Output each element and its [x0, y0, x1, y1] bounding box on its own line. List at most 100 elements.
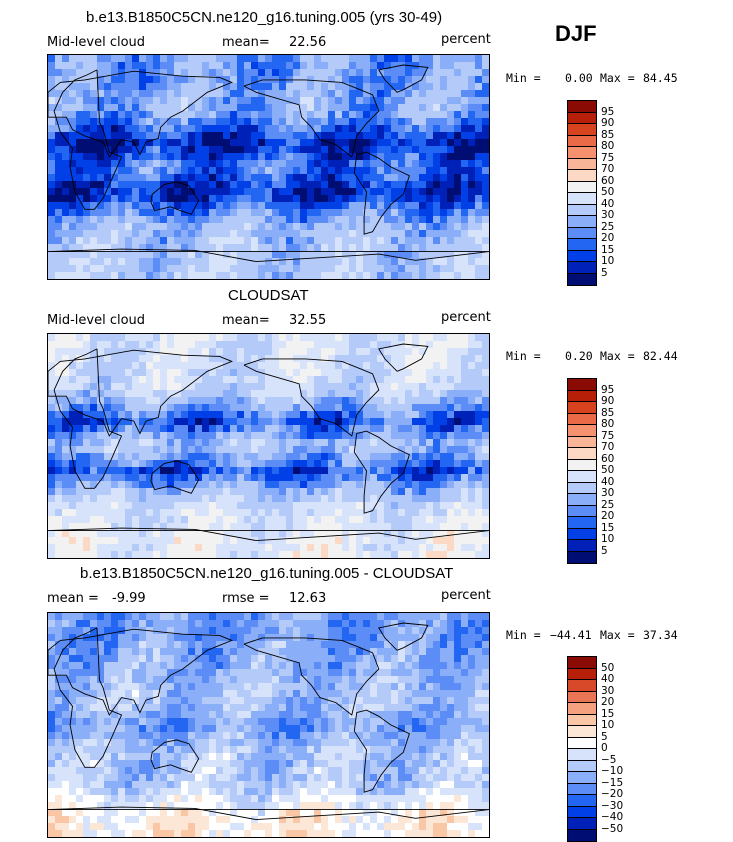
heatmap-cell — [272, 669, 280, 677]
heatmap-cell — [209, 446, 217, 454]
heatmap-cell — [314, 432, 322, 440]
heatmap-cell — [328, 83, 336, 91]
heatmap-cell — [272, 139, 280, 147]
heatmap-cell — [167, 446, 175, 454]
heatmap-cell — [146, 537, 154, 545]
heatmap-cell — [48, 453, 56, 461]
heatmap-cell — [111, 690, 119, 698]
heatmap-cell — [237, 627, 245, 635]
heatmap-cell — [321, 348, 329, 356]
heatmap-cell — [419, 167, 427, 175]
colorbar-swatch — [568, 437, 596, 449]
heatmap-cell — [209, 418, 217, 426]
heatmap-cell — [314, 153, 322, 161]
heatmap-cell — [440, 139, 448, 147]
heatmap-cell — [454, 425, 462, 433]
heatmap-cell — [300, 530, 308, 538]
heatmap-cell — [307, 523, 315, 531]
heatmap-cell — [398, 355, 406, 363]
heatmap-cell — [300, 83, 308, 91]
heatmap-cell — [300, 551, 308, 558]
heatmap-cell — [230, 139, 238, 147]
heatmap-cell — [475, 83, 483, 91]
heatmap-cell — [300, 376, 308, 384]
heatmap-cell — [405, 97, 413, 105]
heatmap-cell — [265, 669, 273, 677]
heatmap-cell — [265, 104, 273, 112]
heatmap-cell — [314, 446, 322, 454]
heatmap-cell — [223, 648, 231, 656]
heatmap-cell — [202, 383, 210, 391]
heatmap-cell — [398, 118, 406, 126]
heatmap-cell — [125, 669, 133, 677]
heatmap-cell — [307, 160, 315, 168]
heatmap-cell — [125, 160, 133, 168]
heatmap-cell — [461, 551, 469, 558]
heatmap-cell — [244, 488, 252, 496]
heatmap-cell — [139, 613, 147, 621]
heatmap-cell — [195, 495, 203, 503]
heatmap-cell — [167, 620, 175, 628]
heatmap-cell — [426, 495, 434, 503]
heatmap-cell — [307, 258, 315, 266]
heatmap-cell — [83, 362, 91, 370]
heatmap-cell — [118, 397, 126, 405]
heatmap-cell — [300, 167, 308, 175]
heatmap-cell — [370, 516, 378, 524]
heatmap-cell — [202, 265, 210, 273]
heatmap-cell — [335, 244, 343, 252]
heatmap-cell — [223, 523, 231, 531]
heatmap-cell — [272, 334, 280, 342]
heatmap-cell — [286, 383, 294, 391]
heatmap-cell — [244, 676, 252, 684]
heatmap-cell — [279, 530, 287, 538]
heatmap-cell — [398, 230, 406, 238]
heatmap-cell — [433, 502, 441, 510]
heatmap-cell — [321, 669, 329, 677]
heatmap-cell — [349, 488, 357, 496]
heatmap-cell — [342, 523, 350, 531]
heatmap-cell — [223, 481, 231, 489]
heatmap-cell — [384, 167, 392, 175]
heatmap-cell — [216, 139, 224, 147]
heatmap-cell — [111, 55, 119, 63]
heatmap-cell — [97, 230, 105, 238]
heatmap-cell — [314, 509, 322, 517]
heatmap-cell — [286, 481, 294, 489]
heatmap-cell — [132, 551, 140, 558]
colorbar-tick-label: 70 — [601, 163, 614, 175]
heatmap-cell — [223, 460, 231, 468]
heatmap-cell — [146, 258, 154, 266]
heatmap-cell — [216, 181, 224, 189]
heatmap-cell — [146, 125, 154, 133]
heatmap-cell — [55, 146, 63, 154]
heatmap-cell — [349, 397, 357, 405]
heatmap-cell — [181, 439, 189, 447]
heatmap-cell — [258, 55, 266, 63]
heatmap-cell — [335, 676, 343, 684]
heatmap-cell — [405, 237, 413, 245]
heatmap-cell — [195, 83, 203, 91]
heatmap-cell — [104, 251, 112, 259]
heatmap-cell — [76, 460, 84, 468]
heatmap-cell — [300, 425, 308, 433]
heatmap-cell — [349, 104, 357, 112]
heatmap-cell — [237, 251, 245, 259]
heatmap-cell — [321, 676, 329, 684]
heatmap-cell — [188, 223, 196, 231]
heatmap-cell — [139, 481, 147, 489]
heatmap-cell — [349, 669, 357, 677]
heatmap-cell — [265, 83, 273, 91]
heatmap-cell — [300, 160, 308, 168]
heatmap-cell — [454, 258, 462, 266]
heatmap-cell — [139, 174, 147, 182]
heatmap-cell — [174, 544, 182, 552]
heatmap-cell — [195, 418, 203, 426]
heatmap-cell — [468, 397, 476, 405]
heatmap-cell — [335, 83, 343, 91]
heatmap-cell — [454, 125, 462, 133]
heatmap-cell — [97, 174, 105, 182]
heatmap-cell — [125, 620, 133, 628]
heatmap-cell — [349, 272, 357, 279]
heatmap-cell — [104, 216, 112, 224]
